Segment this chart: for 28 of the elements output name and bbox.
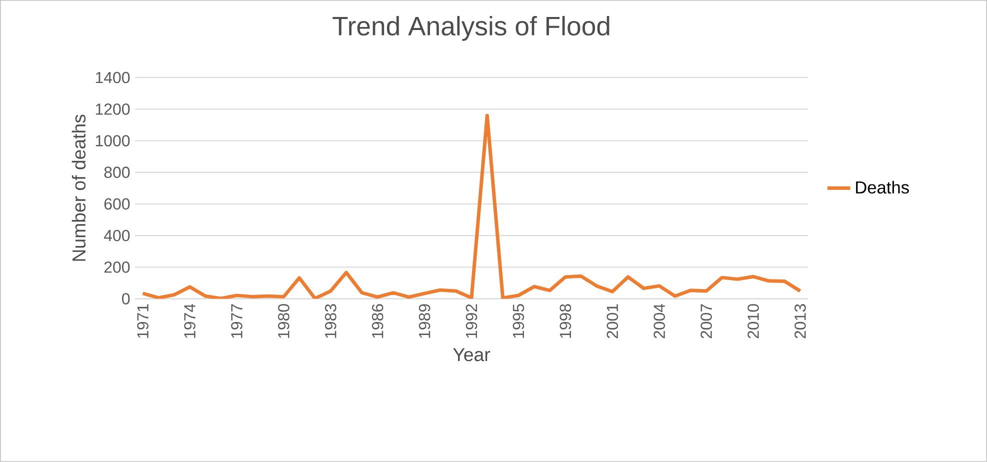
- x-tick-label: 2013: [794, 304, 806, 338]
- x-tick-label: 1974: [184, 304, 196, 338]
- y-tick-label: 200: [104, 262, 130, 273]
- y-tick-label: 800: [104, 166, 130, 178]
- x-tick-label: 2007: [700, 304, 712, 338]
- x-tick-label: 1971: [137, 304, 148, 338]
- y-tick-label: 600: [104, 198, 130, 210]
- y-tick-label: 400: [104, 230, 130, 242]
- x-tick-label: 1983: [324, 304, 336, 338]
- y-tick-label: 0: [122, 293, 130, 304]
- y-axis-title: Number of deaths: [72, 114, 86, 261]
- x-tick-label: 1989: [418, 304, 430, 338]
- x-axis-title: Year: [453, 348, 490, 362]
- x-tick-label: 1995: [512, 304, 524, 338]
- x-tick-label: 1980: [278, 304, 290, 338]
- x-tick-label: 1986: [372, 304, 384, 338]
- y-tick-label: 1400: [96, 72, 130, 84]
- line-series: [141, 114, 802, 299]
- chart-title: Trend Analysis of Flood: [332, 16, 610, 41]
- x-tick-label: 1998: [560, 304, 572, 338]
- x-tick-label: 2004: [654, 304, 665, 338]
- legend-label: Deaths: [856, 180, 909, 194]
- x-tick-label: 1977: [231, 304, 242, 338]
- x-tick-label: 1992: [466, 304, 478, 338]
- y-tick-label: 1200: [96, 104, 130, 115]
- x-tick-label: 2010: [748, 304, 759, 338]
- x-tick-label: 2001: [606, 304, 618, 338]
- y-tick-label: 1000: [96, 135, 130, 146]
